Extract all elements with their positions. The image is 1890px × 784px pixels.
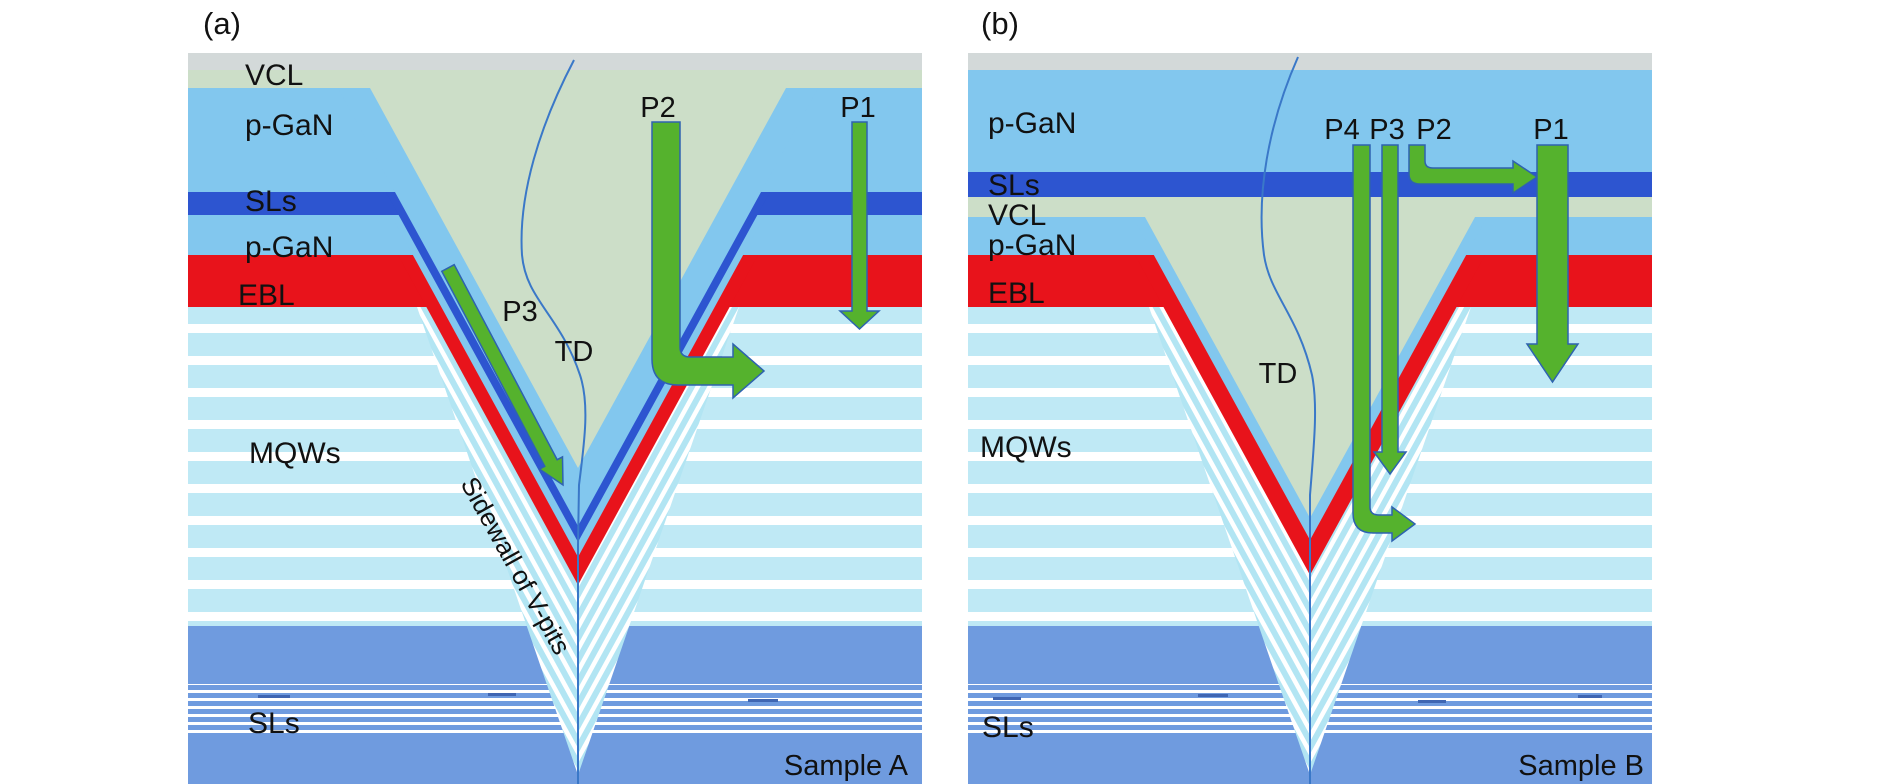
sls-dash — [1578, 695, 1602, 698]
label-p1: P1 — [1533, 114, 1568, 146]
label-p3: P3 — [1369, 114, 1404, 146]
label-mqws: MQWs — [249, 437, 341, 470]
label-pgan-top: p-GaN — [245, 109, 333, 142]
panel-a-diagram: VCL p-GaN SLs p-GaN EBL MQWs SLs P2 P1 P… — [188, 53, 922, 784]
label-td: TD — [1259, 358, 1298, 390]
label-p4: P4 — [1324, 114, 1359, 146]
layer-gray-cap — [188, 53, 922, 70]
layer-bottom-blue — [188, 733, 922, 784]
label-td: TD — [555, 336, 594, 368]
td-line — [1260, 56, 1317, 784]
panel-a-letter: (a) — [203, 6, 241, 41]
arrow-p1 — [838, 121, 881, 331]
sls-dash — [1198, 694, 1228, 697]
sls-dash — [993, 697, 1021, 700]
vpit-vcl-fill — [370, 88, 786, 468]
label-mqws: MQWs — [980, 431, 1072, 464]
label-sls-top: SLs — [988, 169, 1040, 202]
label-pgan-top: p-GaN — [988, 107, 1076, 140]
label-pgan-mid: p-GaN — [988, 229, 1076, 262]
label-ebl: EBL — [238, 279, 295, 312]
label-vcl: VCL — [245, 59, 303, 92]
sls-dash — [258, 695, 290, 698]
layer-vcl — [188, 70, 922, 88]
arrow-p3 — [1372, 144, 1408, 476]
label-p2: P2 — [1416, 114, 1451, 146]
arrow-p2 — [651, 121, 766, 400]
arrow-p1 — [1525, 144, 1580, 384]
label-p3: P3 — [502, 296, 537, 328]
arrow-p4 — [1352, 144, 1417, 543]
label-pgan-mid: p-GaN — [245, 231, 333, 264]
layer-gray-cap — [968, 53, 1652, 70]
arrow-p2 — [1408, 144, 1539, 195]
arrow-p3 — [440, 263, 564, 487]
caption-sample-b: Sample B — [1518, 750, 1644, 782]
label-sls-bottom: SLs — [248, 707, 300, 740]
label-p1: P1 — [840, 92, 875, 124]
sls-dash — [748, 699, 778, 702]
label-p2: P2 — [640, 92, 675, 124]
label-sls-bottom: SLs — [982, 711, 1034, 744]
td-line — [520, 59, 587, 784]
label-ebl: EBL — [988, 277, 1045, 310]
label-vcl: VCL — [988, 199, 1046, 232]
sls-dash — [488, 693, 516, 696]
label-sls-top: SLs — [245, 185, 297, 218]
caption-sample-a: Sample A — [784, 750, 909, 782]
panel-b-letter: (b) — [981, 6, 1019, 41]
sls-dash — [1418, 700, 1446, 703]
panel-b-diagram: p-GaN SLs VCL p-GaN EBL MQWs SLs P4 P3 P… — [968, 53, 1652, 784]
